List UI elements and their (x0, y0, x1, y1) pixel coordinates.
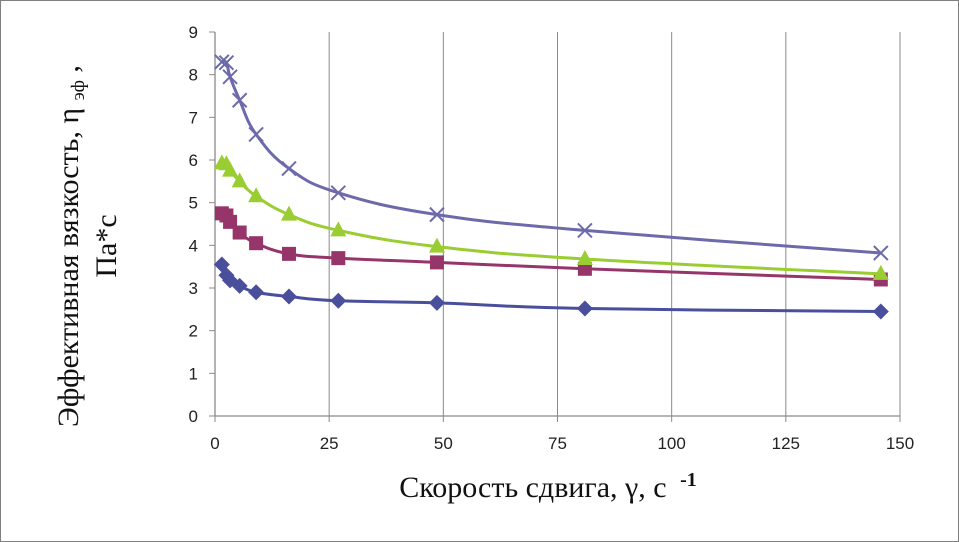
x-axis-title-main: Скорость сдвига, γ, с (399, 471, 666, 504)
data-point-x (577, 222, 593, 239)
y-tick-label: 8 (189, 66, 198, 85)
data-point-x (330, 185, 347, 201)
x-tick-label: 150 (886, 434, 914, 453)
x-tick-labels: 0 25 50 75 100 125 150 (210, 434, 914, 453)
data-point-triangle (248, 187, 265, 203)
data-point-diamond (872, 303, 889, 320)
y-axis-title-line1: Эффективная вязкость, η эф , (52, 65, 91, 427)
data-point-diamond (428, 294, 445, 311)
x-axis-title: Скорость сдвига, γ, с -1 (399, 469, 697, 504)
data-point-diamond (248, 284, 265, 301)
y-tick-label: 4 (189, 236, 198, 255)
data-point-triangle (330, 221, 347, 237)
y-tick-label: 6 (189, 151, 198, 170)
data-point-x (218, 55, 235, 71)
data-point-x (429, 206, 445, 223)
y-tick-label: 2 (189, 322, 198, 341)
series-line (220, 263, 881, 313)
data-point-diamond (280, 288, 297, 305)
data-point-x (873, 245, 889, 261)
x-tick-label: 0 (210, 434, 219, 453)
y-axis-title-main: Эффективная вязкость, η (52, 108, 85, 427)
y-tick-labels: 0 1 2 3 4 5 6 7 8 9 (189, 23, 198, 426)
y-tick-label: 3 (189, 279, 198, 298)
data-point-triangle (222, 161, 239, 177)
y-tick-label: 1 (189, 364, 198, 383)
axes (209, 31, 901, 422)
series-line (221, 59, 881, 255)
y-tick-label: 5 (189, 194, 198, 213)
grid-lines (328, 32, 901, 416)
data-point-x (231, 92, 248, 108)
data-point-square (249, 236, 264, 251)
x-tick-label: 125 (772, 434, 800, 453)
series-4 (214, 54, 889, 261)
data-point-square (223, 214, 238, 229)
y-axis-title-tail: , (52, 65, 85, 73)
x-tick-label: 75 (548, 434, 567, 453)
data-point-diamond (231, 277, 248, 294)
series-1 (213, 256, 889, 320)
x-axis-title-superscript: -1 (680, 469, 697, 491)
data-point-diamond (576, 300, 593, 317)
y-axis-title-line2: Па*с (90, 214, 123, 277)
y-tick-label: 0 (189, 407, 198, 426)
data-point-triangle (428, 237, 445, 253)
y-tick-label: 9 (189, 23, 198, 42)
y-tick-label: 7 (189, 108, 198, 127)
data-point-square (281, 246, 296, 261)
data-point-x (281, 160, 297, 177)
data-point-square (232, 225, 247, 240)
series-group (213, 54, 889, 320)
x-tick-label: 25 (320, 434, 339, 453)
data-point-x (248, 126, 264, 143)
data-point-square (429, 255, 444, 270)
data-point-x (222, 69, 238, 85)
data-point-triangle (872, 264, 889, 280)
data-point-triangle (576, 249, 593, 265)
data-point-triangle (231, 172, 248, 188)
data-point-square (331, 251, 346, 266)
data-point-square (577, 261, 592, 276)
x-tick-label: 100 (657, 434, 685, 453)
data-point-diamond (330, 292, 347, 309)
data-point-triangle (280, 205, 297, 221)
y-axis-title-subscript: эф (68, 80, 89, 100)
x-tick-label: 50 (434, 434, 453, 453)
data-point-x (214, 54, 230, 70)
y-axis-title: Эффективная вязкость, η эф , Па*с (52, 65, 123, 427)
series-3 (213, 154, 889, 280)
